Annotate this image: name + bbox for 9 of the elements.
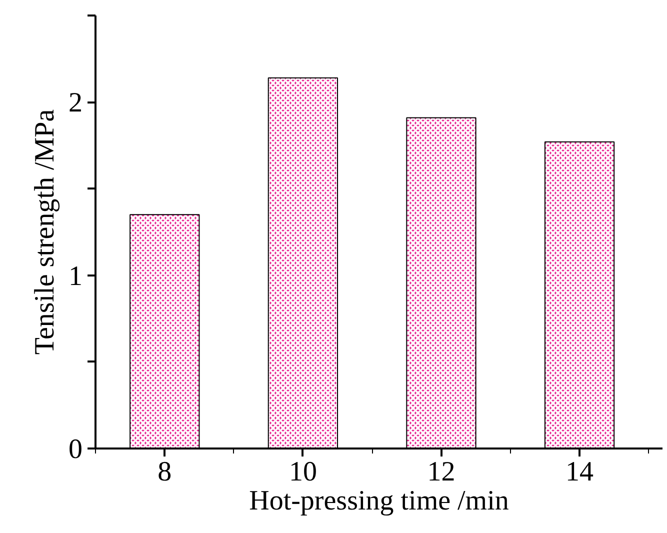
x-tick-label: 12 xyxy=(427,456,456,488)
y-tick-label: 2 xyxy=(68,88,82,119)
y-axis-title: Tensile strength /MPa xyxy=(30,108,60,355)
x-axis-title: Hot-pressing time /min xyxy=(249,486,509,516)
x-tick-label: 14 xyxy=(566,456,594,488)
x-tick-label: 10 xyxy=(288,456,317,488)
x-tick-label: 8 xyxy=(158,456,172,488)
y-tick-label: 1 xyxy=(68,260,82,292)
y-tick-label: 0 xyxy=(68,434,82,465)
